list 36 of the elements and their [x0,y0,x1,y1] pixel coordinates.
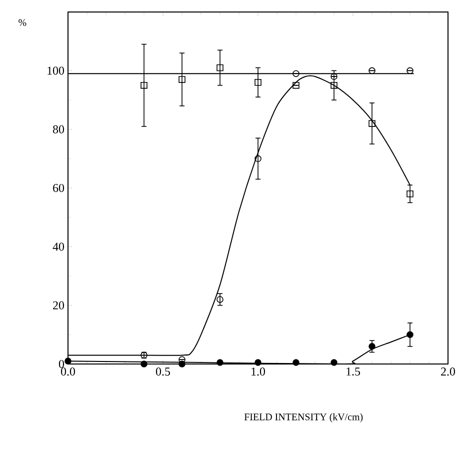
y-axis-title: % [18,19,26,26]
point [64,358,72,364]
point [368,120,376,127]
x-tick-label: 0.5 [156,368,170,376]
point [330,73,338,80]
point [330,359,338,366]
point [292,70,300,77]
point [368,67,376,74]
point [330,82,338,89]
point [406,67,414,74]
x-tick-label: 2.0 [441,368,456,376]
point [254,359,262,366]
x-tick-label: 1.5 [346,368,360,376]
y-tick-label: 60 [53,184,64,192]
x-tick-label: 1.0 [252,368,266,376]
x-axis-title: FIELD INTENSITY (kV/cm) [244,413,363,422]
point [216,359,224,366]
point [140,82,148,89]
point [216,296,224,303]
point [368,343,376,350]
y-tick-label: 40 [52,242,64,251]
y-tick-label: 20 [53,301,64,310]
point [178,76,186,83]
y-tick-label: 100 [48,66,64,75]
point [216,64,224,72]
point [254,155,262,162]
point [178,356,186,363]
y-tick-label: 0 [58,360,64,368]
point [254,79,262,86]
point [406,190,414,198]
point [406,331,414,338]
y-tick-label: 80 [52,125,64,134]
x-tick-label: 0.0 [60,368,76,376]
point [140,360,148,368]
point [292,82,300,89]
point [292,359,300,366]
